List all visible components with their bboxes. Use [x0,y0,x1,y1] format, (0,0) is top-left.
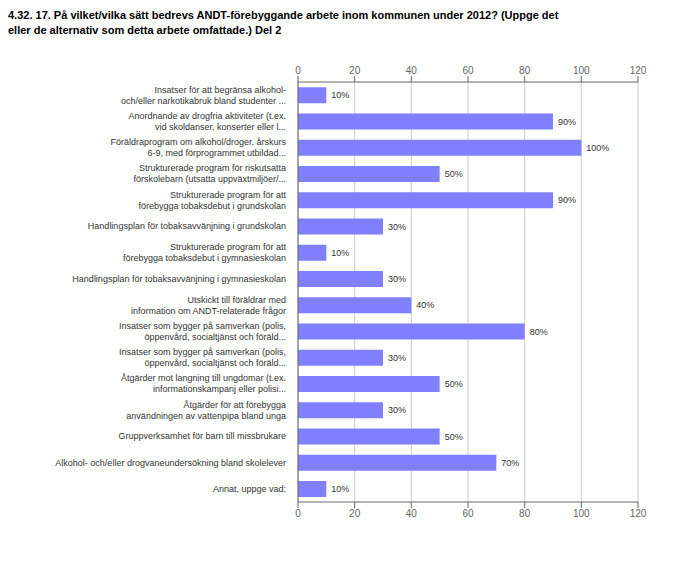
svg-text:100: 100 [573,65,590,76]
svg-text:Insatser för att begränsa alko: Insatser för att begränsa alkohol-och/el… [121,84,286,105]
svg-text:Strukturerade program för attf: Strukturerade program för attförebygga t… [123,242,287,263]
svg-text:Strukturerade program för attf: Strukturerade program för attförebygga t… [138,189,286,210]
svg-text:Insatser som bygger på samverk: Insatser som bygger på samverkan (polis,… [119,347,286,368]
svg-text:60: 60 [462,65,474,76]
svg-text:Strukturerade program för risk: Strukturerade program för riskutsattaför… [133,163,286,184]
svg-text:90%: 90% [558,195,576,205]
svg-text:100%: 100% [586,143,609,153]
svg-text:30%: 30% [388,274,406,284]
svg-text:10%: 10% [331,484,349,494]
svg-text:50%: 50% [445,169,463,179]
svg-text:30%: 30% [388,353,406,363]
svg-text:Alkohol- och/eller drogvaneund: Alkohol- och/eller drogvaneundersökning … [55,457,286,467]
svg-text:30%: 30% [388,221,406,231]
svg-text:Gruppverksamhet för barn till: Gruppverksamhet för barn till missbrukar… [118,431,286,441]
svg-text:10%: 10% [331,90,349,100]
svg-text:120: 120 [630,65,647,76]
svg-text:20: 20 [349,508,361,519]
svg-text:Annat, uppge vad:: Annat, uppge vad: [213,484,286,494]
svg-text:40: 40 [406,508,418,519]
svg-text:40%: 40% [416,300,434,310]
svg-text:50%: 50% [445,379,463,389]
svg-text:Åtgärder mot langning till ung: Åtgärder mot langning till ungdomar (t.e… [121,373,286,394]
svg-text:50%: 50% [445,431,463,441]
svg-text:Föräldraprogram om alkohol/dro: Föräldraprogram om alkohol/droger, årsku… [110,137,286,158]
svg-text:0: 0 [295,508,301,519]
svg-text:Handlingsplan för tobaksavvänj: Handlingsplan för tobaksavvänjning i gru… [88,221,286,231]
html-text:4.32. 17. På vilket/vilka sätt: 4.32. 17. På vilket/vilka sätt bedrevs A… [8,9,559,36]
svg-text:90%: 90% [558,116,576,126]
svg-text:Anordnande av drogfria aktivit: Anordnande av drogfria aktiviteter (t.ex… [128,111,286,132]
svg-text:Utskickt till föräldrar medinf: Utskickt till föräldrar medinformation o… [131,294,286,315]
svg-text:80: 80 [519,508,531,519]
svg-text:70%: 70% [501,458,519,468]
svg-text:80%: 80% [530,326,548,336]
svg-text:20: 20 [349,65,361,76]
svg-text:Åtgärder för att förebyggaanvä: Åtgärder för att förebyggaanvändningen a… [126,399,286,420]
svg-text:0: 0 [295,65,301,76]
svg-text:60: 60 [462,508,474,519]
svg-text:Insatser som bygger på samverk: Insatser som bygger på samverkan (polis,… [119,321,286,342]
svg-text:80: 80 [519,65,531,76]
svg-text:Handlingsplan för tobaksavvänj: Handlingsplan för tobaksavvänjning i gym… [72,274,286,284]
svg-text:10%: 10% [331,248,349,258]
svg-text:30%: 30% [388,405,406,415]
svg-text:100: 100 [573,508,590,519]
svg-text:120: 120 [630,508,647,519]
svg-text:40: 40 [406,65,418,76]
